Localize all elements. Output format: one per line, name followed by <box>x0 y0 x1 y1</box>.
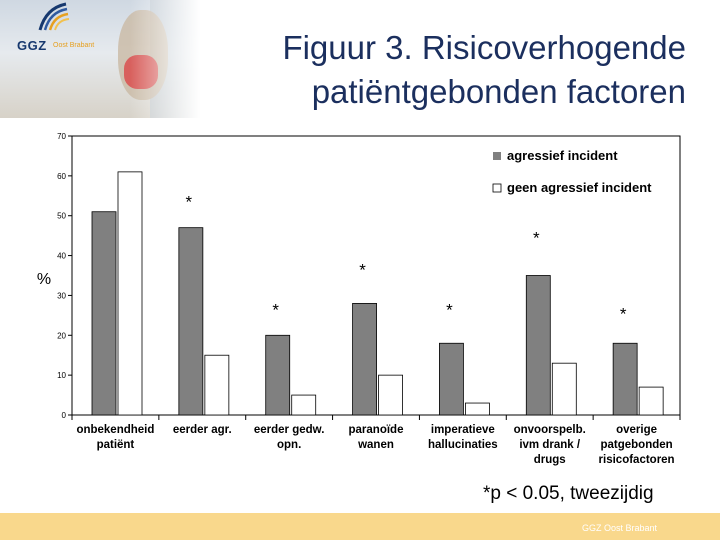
significance-marker: * <box>446 300 453 319</box>
significance-marker: * <box>620 304 627 323</box>
bar-series-2 <box>291 394 317 416</box>
bar-series-2 <box>465 402 490 416</box>
legend-label-series-2: geen agressief incident <box>507 180 652 195</box>
x-category-label: onvoorspelb. <box>514 424 586 436</box>
bar-series-2 <box>117 171 143 416</box>
bar-series-1 <box>439 342 464 416</box>
significance-marker: * <box>359 261 366 280</box>
x-category-label: imperatieve <box>431 424 495 436</box>
bar-layer <box>91 171 664 416</box>
legend-swatch-series-2 <box>492 183 502 193</box>
y-tick-label: 0 <box>62 411 67 420</box>
logo-mark-icon <box>38 2 70 31</box>
title-line-2: patiëntgebonden factoren <box>311 73 686 110</box>
x-category-label: wanen <box>357 439 394 451</box>
page-title: Figuur 3. Risicoverhogende patiëntgebond… <box>200 26 686 114</box>
bar-series-1 <box>91 211 117 416</box>
bar-series-2 <box>378 374 403 416</box>
x-category-label: paranoïde <box>349 424 404 436</box>
x-category-label: ivm drank / <box>519 439 581 451</box>
x-category-label: risicofactoren <box>599 454 675 466</box>
footnote: *p < 0.05, tweezijdig <box>483 483 654 504</box>
x-category-label: patiënt <box>97 439 135 451</box>
bar-series-2 <box>638 386 664 416</box>
bar-chart: 0 10 20 30 40 50 60 70% onbekendheid patiënt eerd… <box>37 132 681 466</box>
label-layer: onbekendheid patiënt eerder agr. eerder ged… <box>76 193 674 466</box>
significance-marker: * <box>533 229 540 248</box>
legend: agressief incident geen agressief inciden… <box>463 140 678 204</box>
significance-marker: * <box>272 300 279 319</box>
x-category-label: eerder agr. <box>173 424 232 436</box>
logo-text: GGZ <box>17 38 47 53</box>
logo-subtext: Oost Brabant <box>53 42 95 49</box>
bar-series-1 <box>265 334 291 416</box>
header-photo <box>0 0 200 118</box>
y-axis-label: % <box>37 271 51 288</box>
y-tick-label: 20 <box>57 331 66 340</box>
photo-fade <box>130 0 200 118</box>
x-category-label: eerder gedw. <box>254 424 325 436</box>
x-category-label: onbekendheid <box>76 424 154 436</box>
x-category-label: hallucinaties <box>428 439 498 451</box>
y-tick-label: 40 <box>57 252 66 261</box>
bar-series-1 <box>178 227 204 416</box>
footer-text: GGZ Oost Brabant <box>582 523 658 533</box>
legend-label-series-1: agressief incident <box>507 148 618 163</box>
y-tick-label: 50 <box>57 212 66 221</box>
bar-series-1 <box>525 275 551 416</box>
bar-series-2 <box>204 354 230 416</box>
bar-series-1 <box>352 302 377 416</box>
x-category-label: patgebonden <box>600 439 672 451</box>
y-tick-label: 10 <box>57 371 66 380</box>
title-line-1: Figuur 3. Risicoverhogende <box>282 29 686 66</box>
bar-series-2 <box>551 362 577 416</box>
y-tick-label: 60 <box>57 172 66 181</box>
x-category-label: drugs <box>534 454 566 466</box>
legend-box <box>463 140 678 204</box>
y-tick-label: 30 <box>57 291 66 300</box>
significance-marker: * <box>186 193 193 212</box>
logo: GGZ Oost Brabant <box>8 0 118 60</box>
x-category-label: overige <box>616 424 657 436</box>
bar-series-1 <box>612 342 638 416</box>
y-tick-label: 70 <box>57 132 66 141</box>
legend-swatch-series-1 <box>493 152 501 160</box>
x-category-label: opn. <box>277 439 301 451</box>
footer-bar <box>0 513 720 540</box>
